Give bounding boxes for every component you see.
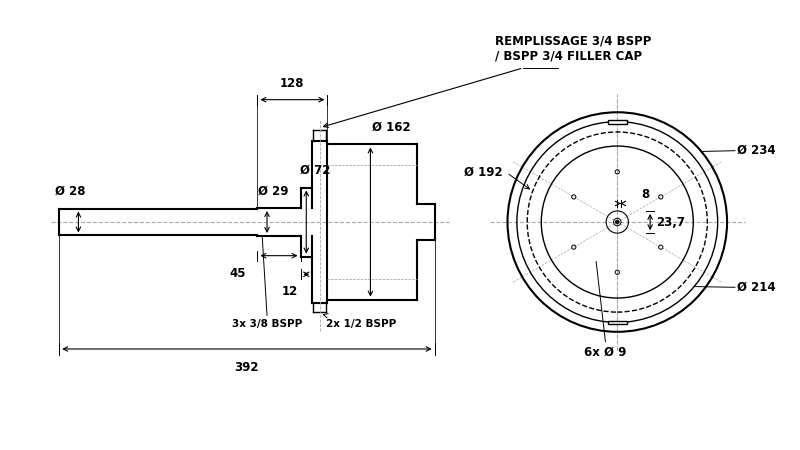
Text: 8: 8 bbox=[641, 189, 649, 202]
Text: 6x Ø 9: 6x Ø 9 bbox=[584, 346, 626, 359]
Text: Ø 192: Ø 192 bbox=[464, 166, 502, 179]
Text: Ø 29: Ø 29 bbox=[258, 184, 289, 197]
Text: 392: 392 bbox=[234, 361, 259, 374]
Text: REMPLISSAGE 3/4 BSPP
/ BSPP 3/4 FILLER CAP: REMPLISSAGE 3/4 BSPP / BSPP 3/4 FILLER C… bbox=[494, 35, 651, 63]
Bar bbox=[608, 120, 626, 123]
Bar bbox=[608, 320, 626, 324]
Text: Ø 72: Ø 72 bbox=[299, 164, 330, 177]
Text: Ø 162: Ø 162 bbox=[372, 121, 411, 134]
Text: 2x 1/2 BSPP: 2x 1/2 BSPP bbox=[326, 320, 397, 329]
Text: 23,7: 23,7 bbox=[656, 216, 685, 229]
Text: Ø 234: Ø 234 bbox=[737, 144, 775, 157]
Text: 12: 12 bbox=[282, 285, 298, 298]
Text: Ø 28: Ø 28 bbox=[55, 185, 86, 198]
Text: 3x 3/8 BSPP: 3x 3/8 BSPP bbox=[232, 320, 302, 329]
Circle shape bbox=[615, 220, 619, 224]
Text: Ø 214: Ø 214 bbox=[737, 281, 775, 294]
Text: 128: 128 bbox=[280, 77, 305, 90]
Text: 45: 45 bbox=[229, 266, 246, 279]
